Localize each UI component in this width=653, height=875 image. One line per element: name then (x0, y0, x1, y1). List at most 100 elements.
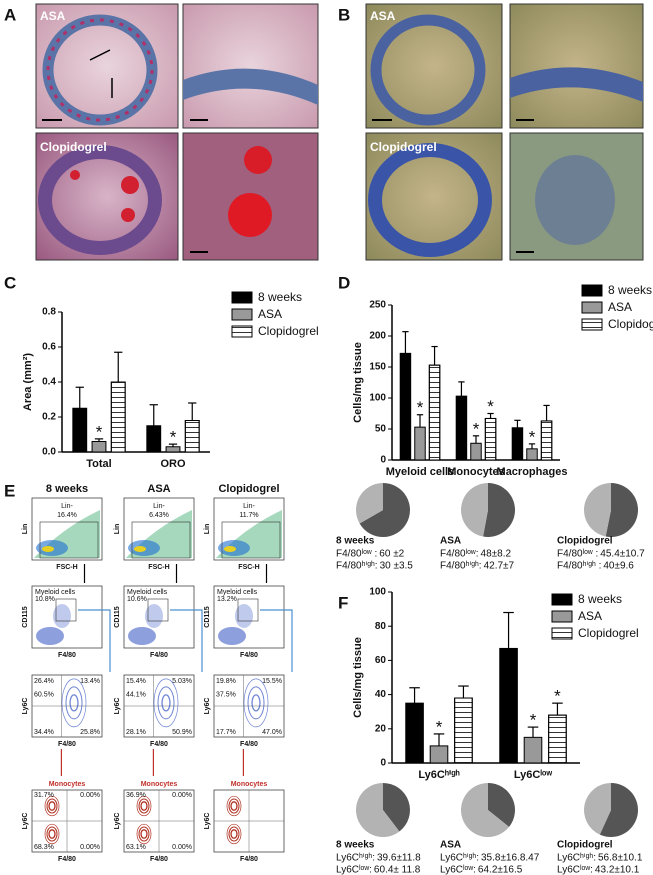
contour (230, 801, 238, 811)
plot-y-label: Ly6C (22, 813, 29, 830)
bar (523, 736, 543, 764)
y-tick-label: 60 (375, 655, 387, 666)
pie-slice (461, 783, 510, 837)
quadrant-pct: 19.8% (216, 678, 236, 685)
legend-hatch (581, 318, 603, 331)
plot-y-label: Lin (22, 524, 29, 535)
pie-value-label: 43.2±10.1 (595, 865, 640, 875)
legend-label: 8 weeks (608, 283, 652, 297)
bar (146, 425, 162, 453)
contour (46, 798, 58, 814)
lipid (121, 208, 135, 222)
pie-category: F4/80ʰⁱᵍʰ: (336, 561, 378, 572)
lipid (70, 170, 80, 180)
x-tick-label: ORO (160, 458, 186, 470)
lipid (244, 146, 272, 174)
pie-value-label: 35.8±16.8.47 (481, 853, 540, 864)
bar (414, 426, 426, 461)
pie-title: ASA (440, 536, 461, 547)
quadrant-pct: 5.03% (172, 678, 192, 685)
column-title: Clopidogrel (218, 483, 279, 495)
contour (243, 678, 269, 728)
contour (61, 678, 87, 728)
plot-x-label: F4/80 (240, 652, 258, 659)
pie-slice (461, 483, 488, 537)
pie-slice (483, 483, 516, 538)
quadrant-pct: 26.4% (34, 678, 54, 685)
pie-value-label: 60.4± 11.8 (374, 865, 421, 875)
legend-hatch (551, 627, 573, 640)
pie-value-label: 60 ±2 (379, 549, 404, 560)
pie-category: Ly6Cʰⁱᵍʰ: (336, 853, 375, 864)
pie-value-label: 45.4±10.7 (600, 549, 645, 560)
lipid (228, 193, 272, 237)
x-tick-label: Macrophages (497, 466, 568, 478)
gate-pct: 13.2% (217, 596, 237, 603)
bar (511, 427, 524, 461)
charts: 0.0 0.2 0.4 0.6 0.8 Area (mm²) Total * ORO * 8 wee… (22, 283, 653, 875)
gate (147, 598, 169, 622)
image-label: Clopidogrel (40, 140, 107, 154)
vessel-wall (38, 145, 162, 255)
bar-hatch (540, 420, 553, 461)
plot-x-label: FSC-H (148, 564, 169, 571)
plot-y-label: Ly6C (204, 813, 211, 830)
panel-label: E (4, 481, 15, 500)
gate (221, 521, 281, 559)
quadrant-pct: 63.1% (126, 844, 146, 851)
bar-hatch (454, 697, 473, 764)
contour (153, 678, 179, 728)
legend-label: 8 weeks (258, 290, 302, 304)
pie-value-label: 39.6±11.8 (377, 853, 421, 864)
bar-hatch (484, 417, 497, 461)
pie-title: 8 weeks (336, 536, 375, 547)
quadrant-pct: 68.3% (34, 844, 54, 851)
image-label: ASA (370, 9, 396, 23)
significance: * (417, 398, 424, 417)
x-tick-label: Ly6Cʰⁱᵍʰ (418, 769, 459, 781)
flow-arrow (260, 609, 293, 672)
plot-x-label: F4/80 (150, 652, 168, 659)
quadrant-pct: 47.0% (262, 729, 282, 736)
plot-x-label: F4/80 (58, 856, 76, 863)
column-title: 8 weeks (46, 483, 88, 495)
x-tick-label: Myeloid cells (386, 466, 454, 478)
pie-slice (584, 483, 611, 537)
plot-x-label: F4/80 (240, 741, 258, 748)
gate-label: Monocytes (231, 781, 268, 788)
bar (405, 702, 424, 764)
plot-x-label: F4/80 (58, 652, 76, 659)
plot-x-label: FSC-H (238, 564, 259, 571)
flow-cytometry: 8 weeks Lin FSC-H Lin- 16.4% CD115 F4/80 Myeloi… (22, 483, 293, 863)
bar (91, 441, 107, 453)
plot-x-label: FSC-H (56, 564, 77, 571)
y-tick-label: 200 (369, 331, 386, 342)
image-label: ASA (40, 9, 66, 23)
plot-y-label: Ly6C (114, 813, 121, 830)
pie-slice (356, 783, 400, 837)
legend-hatch (231, 325, 253, 338)
contour (140, 801, 148, 811)
legend-label: ASA (258, 307, 282, 321)
quadrant-pct: 25.8% (80, 729, 100, 736)
quadrant-pct: 60.5% (34, 692, 54, 699)
quadrant-pct: 0.00% (172, 792, 192, 799)
micrograph (182, 3, 319, 129)
contour (48, 829, 56, 839)
bar (165, 446, 181, 453)
pie-category: Ly6Cʰⁱᵍʰ: (440, 853, 479, 864)
bar (499, 647, 518, 764)
quadrant-pct: 15.4% (126, 678, 146, 685)
pie-value-label: 48±8.2 (481, 549, 512, 560)
contour (161, 694, 171, 712)
histology-b: ASA Clopidogrel (365, 3, 644, 261)
y-axis-label: Area (mm²) (22, 353, 34, 411)
pie-value-label: 30 ±3.5 (380, 561, 414, 572)
gate (39, 521, 99, 559)
pie-value-label: 40±9.6 (603, 561, 634, 572)
legend-label: ASA (608, 300, 632, 314)
vessel-stain (46, 18, 154, 122)
dots (145, 604, 163, 628)
vessel-wall (370, 14, 486, 126)
contour (44, 795, 60, 817)
